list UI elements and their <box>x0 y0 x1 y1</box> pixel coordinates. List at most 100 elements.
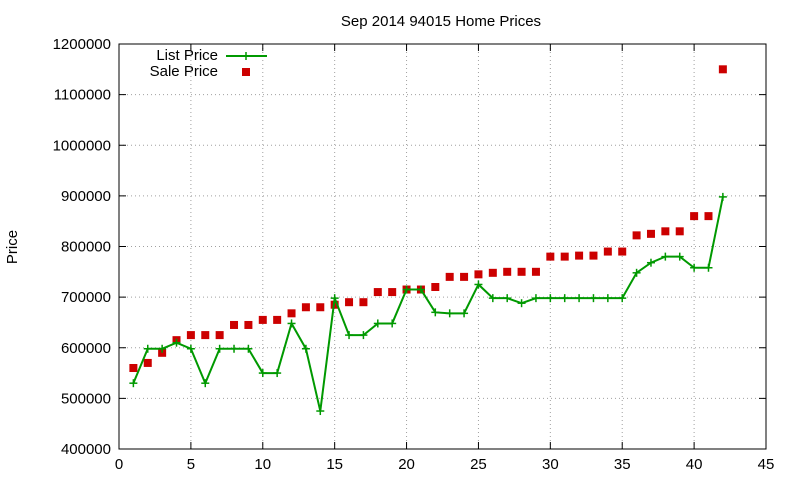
sale-price-point <box>517 267 526 276</box>
y-tick-label: 1100000 <box>54 87 111 104</box>
sale-price-point <box>503 267 512 276</box>
x-tick-label: 15 <box>326 456 343 473</box>
sale-price-point <box>431 283 440 291</box>
list-price-point <box>230 344 239 353</box>
list-price-point <box>690 263 699 272</box>
sale-price-point <box>531 267 540 276</box>
list-price-point <box>531 294 540 303</box>
list-price-point <box>589 294 598 303</box>
list-price-point <box>632 268 641 277</box>
sale-price-point <box>704 212 713 221</box>
list-price-point <box>503 294 512 303</box>
list-price-point <box>359 331 368 340</box>
list-price-point <box>273 369 282 378</box>
chart-title: Sep 2014 94015 Home Prices <box>341 13 541 30</box>
list-price-point <box>460 309 469 318</box>
sale-price-point <box>373 288 382 297</box>
list-price-point <box>474 280 483 289</box>
sale-price-point <box>359 298 368 307</box>
list-price-point <box>646 258 655 267</box>
y-tick-label: 900000 <box>61 188 111 205</box>
sale-price-point <box>244 320 253 329</box>
sale-price-point <box>316 303 325 312</box>
plot-frame <box>118 43 767 450</box>
sale-price-point <box>661 227 670 236</box>
y-tick-label: 1200000 <box>53 36 111 53</box>
legend-label-sale-price: Sale Price <box>150 63 218 80</box>
list-price-point <box>675 252 684 261</box>
sale-price-point <box>345 298 354 307</box>
sale-price-point <box>575 251 584 260</box>
list-price-point <box>546 294 555 303</box>
y-tick-label: 600000 <box>61 340 111 357</box>
list-price-point <box>488 294 497 303</box>
sale-price-point <box>287 309 296 318</box>
list-price-point <box>258 369 267 378</box>
list-price-point <box>560 294 569 303</box>
sale-price-point <box>474 270 483 279</box>
list-price-point <box>402 285 411 294</box>
y-tick-label: 800000 <box>61 239 111 256</box>
sale-price-point <box>273 315 282 324</box>
list-price-line <box>132 196 724 412</box>
x-tick-label: 25 <box>470 456 487 473</box>
sale-price-point <box>646 229 655 238</box>
list-price-point <box>186 344 195 353</box>
list-price-point <box>201 379 210 388</box>
y-tick-label: 1000000 <box>53 137 111 154</box>
sale-price-point <box>388 288 397 297</box>
x-tick-label: 20 <box>398 456 415 473</box>
y-axis-label: Price <box>4 230 21 264</box>
list-price-point <box>143 344 152 353</box>
list-price-point <box>718 192 727 201</box>
axis-ticks: 400000 500000 600000 700000 800000 900000 1000… <box>53 36 775 473</box>
sale-price-point <box>158 348 167 357</box>
sale-price-point <box>186 331 195 340</box>
legend-swatch-list-price <box>226 52 267 60</box>
list-price-point <box>330 294 339 303</box>
sale-price-point <box>301 303 310 312</box>
x-tick-label: 40 <box>686 456 703 473</box>
x-tick-label: 35 <box>614 456 631 473</box>
sale-price-point <box>201 331 210 340</box>
list-price-point <box>215 344 224 353</box>
list-price-point <box>431 308 440 317</box>
sale-price-point <box>546 252 555 261</box>
list-price-point <box>661 252 670 261</box>
list-price-point <box>345 331 354 340</box>
y-tick-label: 700000 <box>61 289 111 306</box>
sale-price-point <box>460 272 469 281</box>
legend-swatch-sale-price <box>242 68 250 76</box>
list-price-point <box>416 285 425 294</box>
y-tick-label: 500000 <box>61 390 111 407</box>
list-price-point <box>244 344 253 353</box>
sale-price-point <box>129 364 138 372</box>
list-price-point <box>172 338 181 347</box>
grid-lines <box>119 44 766 449</box>
list-price-point <box>388 319 397 328</box>
sale-price-point <box>589 251 598 260</box>
sale-price-point <box>258 315 267 324</box>
list-price-point <box>158 344 167 353</box>
list-price-point <box>603 294 612 303</box>
list-price-point <box>517 299 526 308</box>
sale-price-point <box>488 268 497 277</box>
legend-label-list-price: List Price <box>156 47 218 64</box>
list-price-point <box>287 319 296 328</box>
list-price-point <box>129 379 138 388</box>
data-marks <box>129 65 727 416</box>
x-tick-label: 45 <box>758 456 775 473</box>
list-price-point <box>575 294 584 303</box>
sale-price-point <box>675 227 684 236</box>
list-price-point <box>373 319 382 328</box>
x-tick-label: 30 <box>542 456 559 473</box>
x-tick-label: 10 <box>254 456 271 473</box>
list-price-point <box>316 407 325 416</box>
list-price-point <box>445 309 454 318</box>
list-price-point <box>704 263 713 272</box>
sale-price-point <box>718 65 727 74</box>
x-tick-label: 5 <box>187 456 195 473</box>
sale-price-point <box>215 331 224 340</box>
list-price-point <box>618 294 627 303</box>
